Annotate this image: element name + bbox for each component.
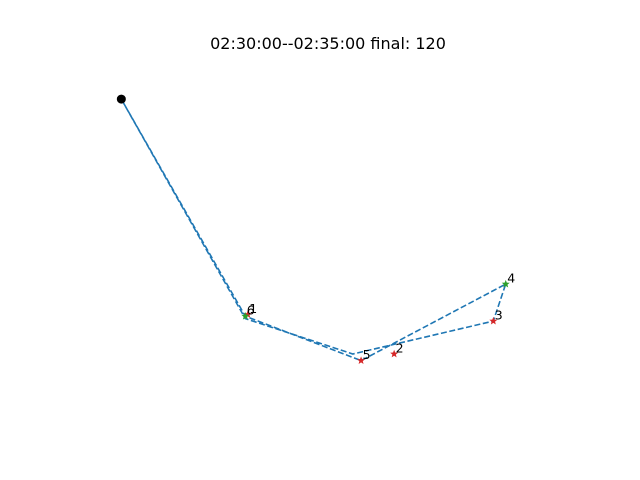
stop-2-label: 2 <box>396 341 404 356</box>
stop-5-marker <box>357 356 366 364</box>
stop-3-marker <box>489 316 498 325</box>
start-point-marker <box>116 94 126 104</box>
stop-5-label: 5 <box>363 347 371 362</box>
stop-4-label: 4 <box>507 271 515 286</box>
chart-title: 02:30:00--02:35:00 final: 120 <box>210 34 446 53</box>
stop-6-marker <box>241 311 250 320</box>
stop-1-marker <box>243 310 252 318</box>
stop-3-label: 3 <box>495 308 503 323</box>
stop-1-label: 1 <box>249 301 257 316</box>
stop-4-marker <box>501 279 510 288</box>
label-layer: 1 2 3 4 5 6 <box>247 271 515 363</box>
stop-2-marker <box>390 349 399 358</box>
marker-layer <box>116 94 510 364</box>
route-layer <box>120 98 508 362</box>
route-line <box>120 98 508 362</box>
stop-6-label: 6 <box>247 303 255 318</box>
